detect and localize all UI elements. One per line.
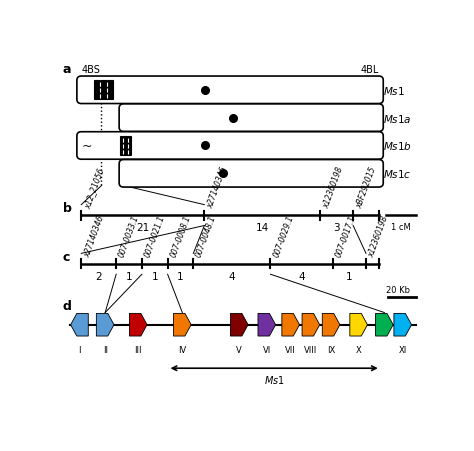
Polygon shape [375,314,393,336]
Text: III: III [135,345,142,354]
FancyBboxPatch shape [77,77,383,104]
Polygon shape [71,314,88,336]
Text: $\it{Ms1c}$: $\it{Ms1c}$ [383,168,411,180]
Text: 4: 4 [299,271,305,281]
FancyBboxPatch shape [77,133,383,160]
Polygon shape [282,314,300,336]
Bar [120,137,131,156]
Text: b: b [63,202,72,215]
Text: 20 Kb: 20 Kb [386,285,410,295]
Text: 007-0021.1: 007-0021.1 [143,213,166,258]
Text: 1 cM: 1 cM [391,222,411,231]
Text: 21: 21 [136,222,149,233]
Text: d: d [63,299,72,312]
Text: xBF292015: xBF292015 [354,166,377,209]
Polygon shape [258,314,275,336]
Text: 007-0008.1: 007-0008.1 [169,213,192,258]
Text: 007-0033.1: 007-0033.1 [117,213,141,258]
Polygon shape [394,314,411,336]
Text: 1: 1 [152,271,158,281]
Text: $\it{Ms1}$: $\it{Ms1}$ [264,373,284,386]
Text: XI: XI [399,345,407,354]
Text: 007-0048.1: 007-0048.1 [194,213,218,258]
Text: VI: VI [263,345,271,354]
Text: 1: 1 [126,271,132,281]
Text: 1: 1 [346,271,353,281]
Text: II: II [103,345,108,354]
Text: 4: 4 [228,271,235,281]
Polygon shape [230,314,248,336]
Text: 2: 2 [95,271,102,281]
Text: 4BL: 4BL [360,65,379,75]
Polygon shape [302,314,319,336]
Text: VIII: VIII [304,345,318,354]
Text: IV: IV [178,345,186,354]
Text: X: X [356,345,362,354]
Text: 007-0017.1: 007-0017.1 [334,213,357,258]
Text: ~: ~ [82,140,92,152]
Text: 3: 3 [333,222,340,233]
Text: x12360198: x12360198 [321,166,345,209]
Text: 007-0029.1: 007-0029.1 [272,213,295,258]
Text: I: I [78,345,81,354]
Text: VII: VII [285,345,296,354]
Text: x27140346: x27140346 [205,166,229,209]
Polygon shape [129,314,147,336]
Bar [94,81,112,100]
Text: 14: 14 [255,222,269,233]
Text: $\it{Ms1}$: $\it{Ms1}$ [383,85,404,97]
Text: c: c [63,250,70,263]
Text: V: V [237,345,242,354]
Text: x12360198: x12360198 [367,214,391,258]
FancyBboxPatch shape [119,160,383,188]
Text: x12_21056: x12_21056 [82,166,105,209]
Polygon shape [350,314,367,336]
Text: $\it{Ms1a}$: $\it{Ms1a}$ [383,112,411,124]
Polygon shape [96,314,114,336]
Polygon shape [173,314,191,336]
Text: a: a [63,63,72,76]
Text: x27140346: x27140346 [82,214,106,258]
FancyBboxPatch shape [119,105,383,132]
Text: IX: IX [327,345,335,354]
Text: $\it{Ms1b}$: $\it{Ms1b}$ [383,140,411,152]
Text: 1: 1 [177,271,184,281]
Text: 4BS: 4BS [82,65,100,75]
Polygon shape [322,314,340,336]
